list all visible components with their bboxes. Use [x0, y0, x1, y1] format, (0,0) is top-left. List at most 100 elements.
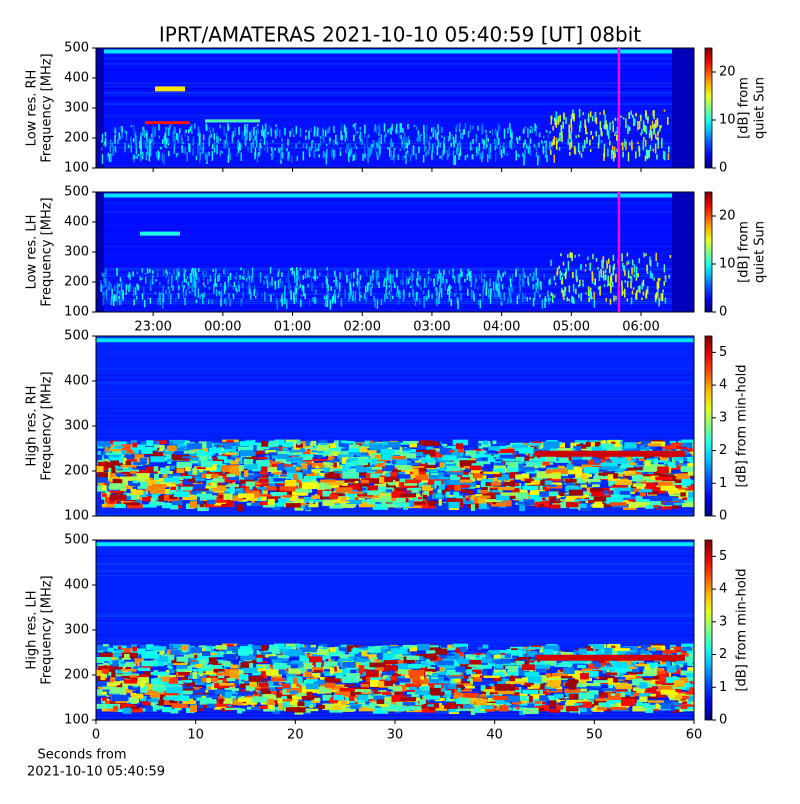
heatmap-texture [189, 285, 191, 289]
heatmap-texture [637, 273, 639, 277]
heatmap-texture [192, 148, 194, 155]
heatmap-texture [408, 153, 410, 156]
heatmap-texture [294, 499, 305, 503]
heatmap-texture [210, 130, 212, 134]
heatmap-texture [315, 143, 317, 152]
heatmap-texture [312, 140, 314, 142]
heatmap-texture [253, 445, 256, 452]
heatmap-texture [360, 132, 362, 142]
heatmap-band [96, 598, 694, 599]
heatmap-texture [382, 441, 388, 445]
heatmap-texture [159, 136, 161, 139]
heatmap-texture [384, 123, 386, 132]
heatmap-texture [154, 444, 160, 447]
heatmap-texture [282, 152, 284, 158]
heatmap-texture [628, 273, 630, 279]
heatmap-texture [640, 115, 642, 121]
heatmap-texture [573, 284, 575, 292]
heatmap-texture [371, 144, 373, 147]
heatmap-texture [492, 129, 494, 136]
heatmap-texture [545, 155, 547, 158]
heatmap-texture [510, 144, 512, 148]
heatmap-texture [652, 111, 654, 116]
heatmap-texture [409, 140, 411, 145]
heatmap-texture [163, 155, 165, 165]
heatmap-texture [414, 125, 416, 127]
heatmap-texture [305, 268, 307, 271]
heatmap-texture [392, 460, 396, 464]
heatmap-texture [110, 139, 112, 148]
heatmap-texture [687, 448, 693, 451]
heatmap-texture [234, 127, 236, 136]
heatmap-texture [205, 504, 209, 507]
heatmap-texture [640, 492, 646, 496]
heatmap-texture [288, 271, 290, 281]
colorbar-tick-label: 20 [719, 209, 736, 224]
heatmap-texture [400, 135, 402, 139]
heatmap-texture [343, 480, 355, 482]
heatmap-texture [490, 288, 492, 297]
heatmap-texture [658, 298, 660, 307]
heatmap-texture [614, 134, 616, 136]
heatmap-texture [148, 139, 150, 144]
heatmap-texture [437, 132, 439, 140]
colorbar-label: quiet Sun [753, 77, 768, 139]
heatmap-texture [655, 295, 657, 299]
heatmap-texture [330, 443, 336, 448]
heatmap-texture [546, 155, 548, 162]
heatmap-texture [336, 447, 341, 452]
heatmap-texture [236, 286, 238, 289]
heatmap-texture [453, 150, 455, 154]
heatmap-texture [349, 279, 351, 281]
heatmap-texture [168, 138, 170, 144]
heatmap-texture [195, 478, 205, 480]
heatmap-texture [154, 127, 156, 137]
heatmap-texture [186, 152, 188, 161]
heatmap-texture [109, 491, 123, 493]
heatmap-band [96, 88, 694, 89]
heatmap-texture [680, 466, 694, 471]
heatmap-texture [327, 272, 329, 277]
heatmap-texture [647, 116, 649, 120]
heatmap-texture [580, 264, 582, 270]
heatmap-texture [519, 447, 535, 453]
heatmap-texture [329, 138, 331, 141]
heatmap-texture [370, 276, 372, 285]
heatmap-texture [400, 280, 402, 285]
heatmap-texture [530, 148, 532, 156]
heatmap-texture [155, 86, 185, 91]
y-tick-label: 500 [64, 41, 89, 56]
heatmap-texture [183, 482, 193, 485]
heatmap-texture [433, 488, 438, 493]
heatmap-band [96, 73, 694, 74]
heatmap-band [96, 571, 694, 572]
heatmap-texture [293, 292, 295, 299]
heatmap-band [96, 166, 694, 167]
heatmap-texture [471, 289, 473, 299]
heatmap-texture [459, 284, 461, 291]
heatmap-texture [151, 145, 153, 148]
heatmap-texture [176, 468, 184, 473]
heatmap-texture [365, 269, 367, 273]
heatmap-texture [618, 474, 624, 476]
heatmap-band [96, 603, 694, 604]
heatmap-texture [214, 141, 216, 148]
heatmap-texture [651, 273, 653, 279]
heatmap-texture [430, 278, 432, 281]
heatmap-texture [286, 277, 288, 283]
heatmap-texture [202, 294, 204, 304]
heatmap-texture [121, 465, 137, 467]
heatmap-texture [218, 456, 227, 459]
heatmap-texture [138, 154, 140, 156]
heatmap-texture [272, 140, 274, 142]
heatmap-texture [539, 155, 541, 161]
heatmap-texture [188, 129, 190, 133]
heatmap-texture [629, 462, 635, 465]
heatmap-texture [381, 449, 395, 454]
heatmap-texture [330, 469, 334, 472]
heatmap-texture [177, 153, 179, 155]
heatmap-texture [628, 468, 643, 471]
heatmap-texture [603, 271, 605, 276]
heatmap-texture [353, 135, 355, 142]
heatmap-texture [358, 286, 360, 291]
